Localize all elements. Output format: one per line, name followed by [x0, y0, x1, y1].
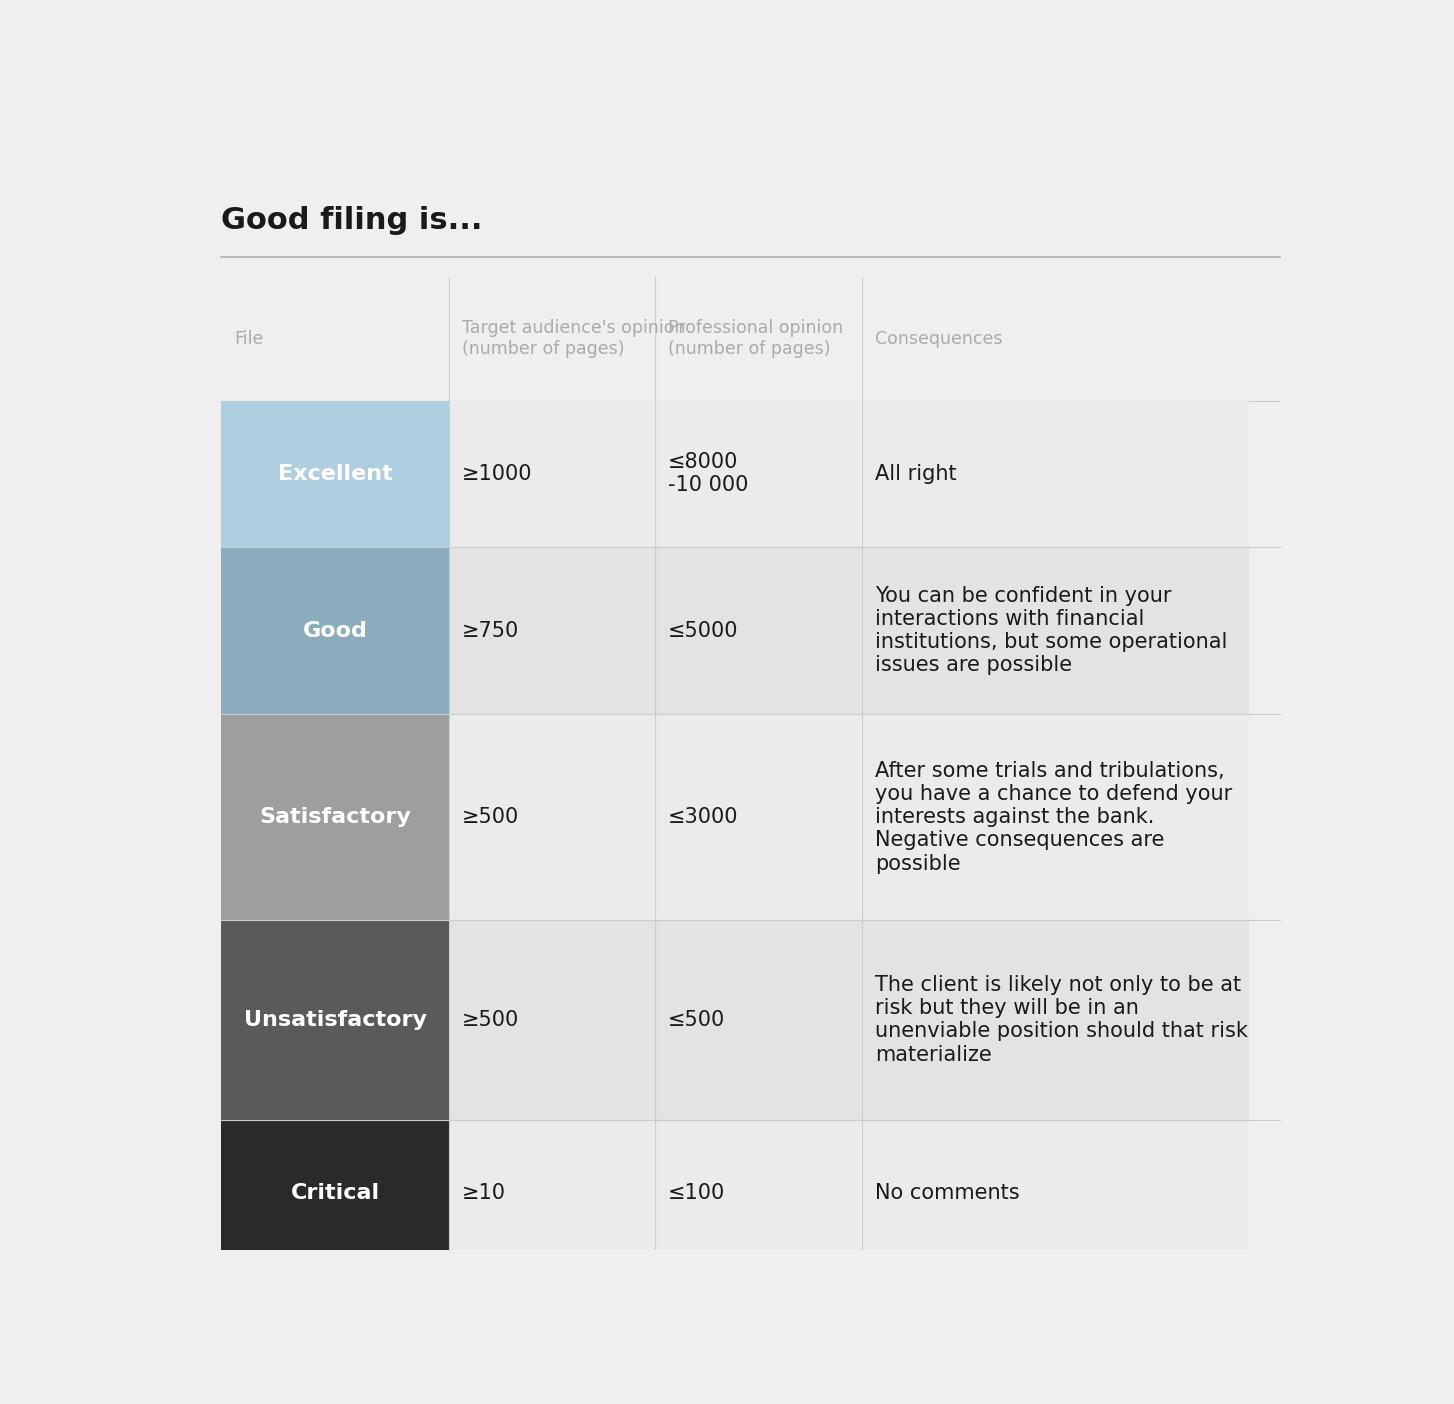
Bar — [656, 715, 862, 920]
Text: ≤5000: ≤5000 — [669, 621, 739, 640]
Text: ≤8000
-10 000: ≤8000 -10 000 — [669, 452, 749, 496]
Bar — [221, 715, 449, 920]
Bar — [221, 920, 449, 1120]
Bar — [656, 548, 862, 715]
Text: ≤500: ≤500 — [669, 1009, 726, 1029]
Text: Unsatisfactory: Unsatisfactory — [244, 1009, 426, 1029]
Text: ≥500: ≥500 — [461, 807, 519, 827]
Bar — [221, 548, 449, 715]
Text: After some trials and tribulations,
you have a chance to defend your
interests a: After some trials and tribulations, you … — [875, 761, 1232, 873]
Bar — [449, 402, 656, 548]
Bar — [862, 548, 1249, 715]
Text: Professional opinion
(number of pages): Professional opinion (number of pages) — [669, 319, 843, 358]
Bar — [862, 402, 1249, 548]
Bar — [656, 920, 862, 1120]
Text: All right: All right — [875, 463, 957, 484]
Text: You can be confident in your
interactions with financial
institutions, but some : You can be confident in your interaction… — [875, 585, 1227, 675]
Text: ≥750: ≥750 — [461, 621, 519, 640]
Bar — [221, 402, 449, 548]
Bar — [449, 920, 656, 1120]
Bar — [656, 1120, 862, 1266]
Bar — [862, 1120, 1249, 1266]
Bar — [221, 1120, 449, 1266]
Bar — [449, 548, 656, 715]
Text: The client is likely not only to be at
risk but they will be in an
unenviable po: The client is likely not only to be at r… — [875, 974, 1248, 1064]
Text: ≥1000: ≥1000 — [461, 463, 532, 484]
Text: ≤100: ≤100 — [669, 1182, 726, 1203]
Text: Satisfactory: Satisfactory — [259, 807, 411, 827]
Text: Target audience's opinion
(number of pages): Target audience's opinion (number of pag… — [461, 319, 685, 358]
Text: Consequences: Consequences — [875, 330, 1002, 348]
Text: Critical: Critical — [291, 1182, 379, 1203]
Bar — [449, 1120, 656, 1266]
Bar — [862, 715, 1249, 920]
Text: No comments: No comments — [875, 1182, 1019, 1203]
Bar — [656, 402, 862, 548]
Text: ≤3000: ≤3000 — [669, 807, 739, 827]
Text: ≥500: ≥500 — [461, 1009, 519, 1029]
Text: Good filing is...: Good filing is... — [221, 206, 483, 236]
Bar — [449, 715, 656, 920]
Text: ≥10: ≥10 — [461, 1182, 506, 1203]
Text: Excellent: Excellent — [278, 463, 393, 484]
Text: File: File — [234, 330, 263, 348]
Bar — [862, 920, 1249, 1120]
Text: Good: Good — [302, 621, 368, 640]
